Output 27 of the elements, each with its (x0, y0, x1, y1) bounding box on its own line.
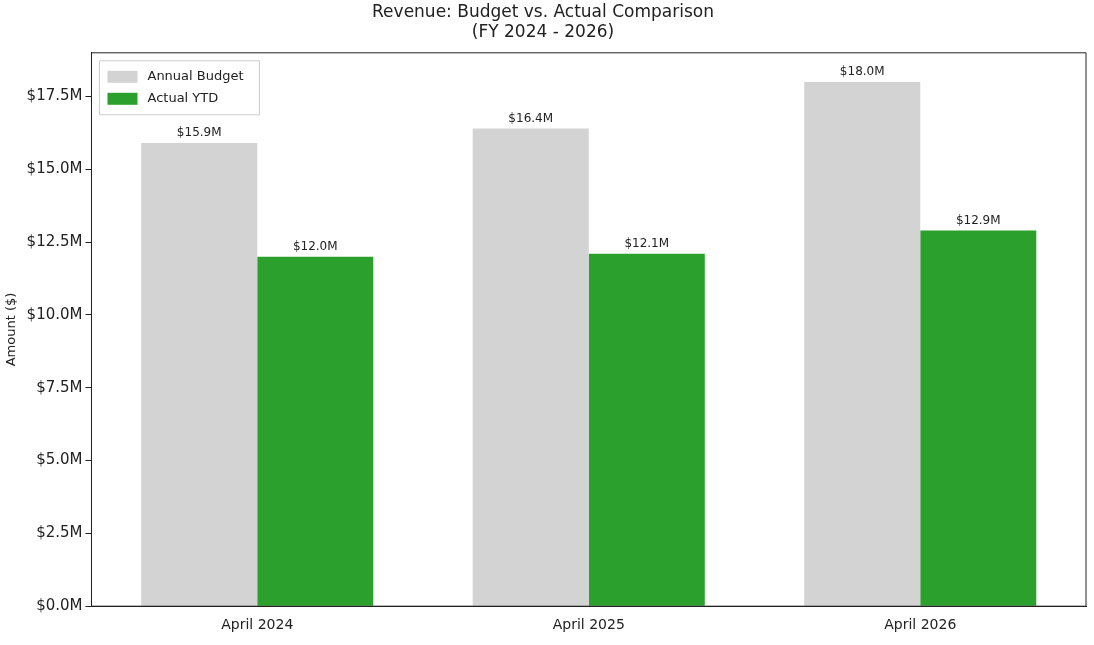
y-tick-label: $7.5M (36, 377, 83, 396)
x-tick-label: April 2026 (884, 616, 957, 633)
bar (588, 253, 705, 606)
data-label: $12.0M (292, 238, 338, 253)
x-tick-label: April 2024 (221, 616, 294, 633)
y-tick-label: $10.0M (26, 304, 83, 323)
y-tick-label: $5.0M (36, 450, 83, 469)
data-label: $18.0M (839, 64, 885, 79)
y-tick-label: $15.0M (26, 159, 83, 178)
bar (141, 143, 258, 606)
bar (257, 256, 374, 606)
legend-label: Actual YTD (147, 90, 219, 106)
y-tick-label: $0.0M (36, 596, 83, 615)
y-tick-label: $12.5M (26, 232, 83, 251)
x-tick-label: April 2025 (552, 616, 625, 633)
data-label: $12.1M (624, 235, 670, 250)
legend-label: Annual Budget (147, 68, 244, 84)
y-tick-label: $17.5M (26, 86, 83, 105)
y-tick-label: $2.5M (36, 523, 83, 542)
bar (472, 128, 589, 606)
bar (920, 230, 1037, 606)
data-label: $12.9M (955, 212, 1001, 227)
bar (804, 81, 921, 606)
chart-title: Revenue: Budget vs. Actual Comparison (FY 2024 - 2026) (372, 0, 714, 42)
data-label: $15.9M (176, 125, 222, 140)
y-axis-title: Amount ($) (3, 292, 19, 367)
data-label: $16.4M (508, 110, 554, 125)
